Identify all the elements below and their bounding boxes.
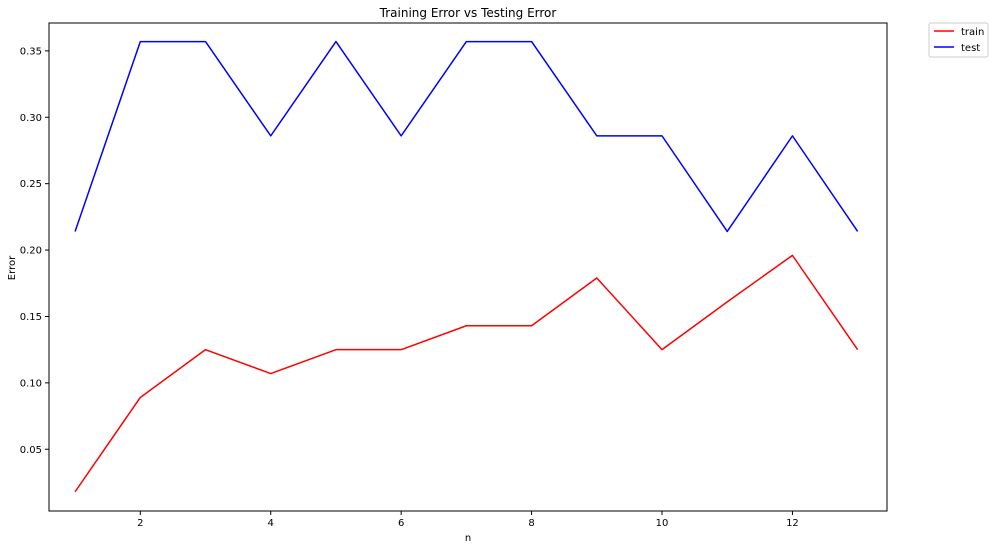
x-tick-label: 8 [528,518,534,529]
legend-label-test: test [961,43,980,54]
y-tick-label: 0.30 [20,113,42,124]
x-tick-label: 12 [786,518,799,529]
chart-title: Training Error vs Testing Error [379,6,557,20]
y-tick-label: 0.35 [20,46,42,57]
x-axis-ticks: 2 4 6 8 10 12 [137,511,799,529]
series-lines [74,40,859,493]
y-tick-label: 0.05 [20,445,42,456]
series-line-test [74,40,859,233]
legend: train test [928,22,989,58]
series-line-train [74,254,859,493]
x-axis-label: n [465,533,471,544]
y-axis-label: Error [7,255,18,280]
legend-item-train: train [934,27,984,38]
legend-label-train: train [961,27,984,38]
plot-area [48,22,888,512]
x-tick-label: 10 [656,518,669,529]
x-tick-label: 2 [137,518,143,529]
y-tick-label: 0.20 [20,246,42,257]
y-tick-label: 0.15 [20,312,42,323]
legend-item-test: test [934,43,980,54]
y-axis-ticks: 0.05 0.10 0.15 0.20 0.25 0.30 0.35 [20,46,49,456]
x-tick-label: 6 [398,518,404,529]
x-tick-label: 4 [268,518,274,529]
y-tick-label: 0.25 [20,179,42,190]
y-tick-label: 0.10 [20,378,42,389]
